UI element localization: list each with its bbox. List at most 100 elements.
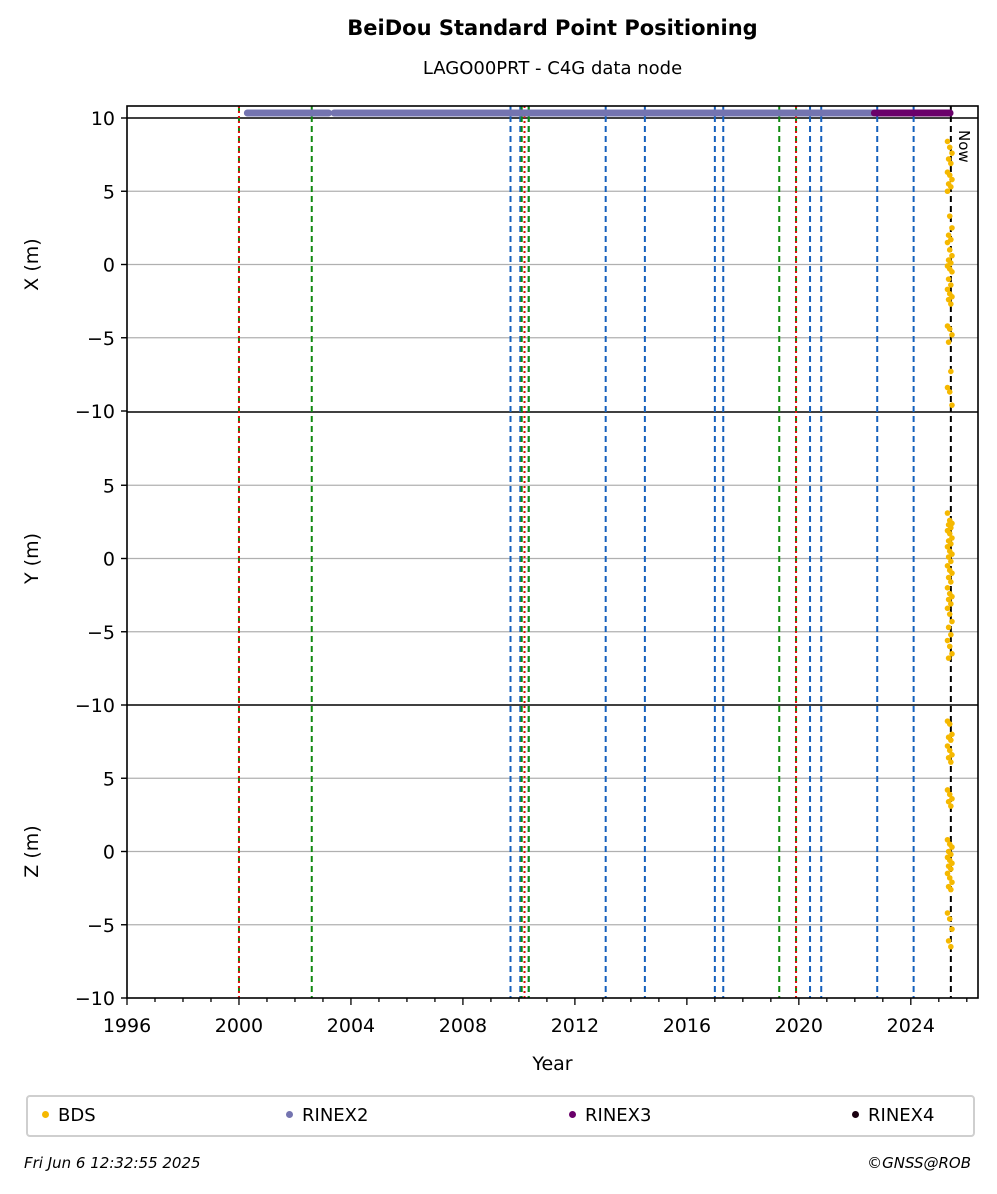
bds-point (945, 596, 952, 603)
y-axis-label: X (m) (21, 238, 43, 290)
bds-point (946, 721, 953, 727)
y-tick-label: 0 (103, 255, 115, 277)
legend-label-bds: BDS (58, 1105, 96, 1126)
x-tick-label: 2024 (887, 1015, 935, 1037)
bds-point (949, 269, 955, 275)
x-tick-label: 2008 (439, 1015, 487, 1037)
x-tick-label: 2004 (327, 1015, 375, 1037)
bds-point (944, 637, 951, 644)
legend-marker-rinex2 (286, 1110, 293, 1118)
bds-point (949, 252, 955, 259)
bds-point (946, 643, 953, 650)
bds-point (948, 631, 954, 638)
bds-point (946, 172, 953, 178)
bds-point (944, 870, 951, 877)
bds-point (944, 743, 951, 749)
bds-point (948, 803, 954, 809)
bds-point (945, 798, 952, 805)
legend-label-rinex4: RINEX4 (868, 1105, 935, 1126)
bds-point (949, 402, 955, 408)
bds-point (949, 332, 955, 338)
legend-item-rinex2: RINEX2 (286, 1105, 368, 1126)
y-tick-label: −10 (75, 695, 115, 717)
y-tick-label: −5 (87, 915, 115, 937)
bds-point (944, 510, 951, 516)
bds-point (948, 886, 954, 893)
bds-point (946, 247, 953, 253)
bds-point (946, 213, 953, 219)
bds-point (944, 138, 951, 145)
bds-point (945, 574, 952, 581)
bds-point (948, 368, 954, 375)
bds-point (948, 184, 954, 190)
y-tick-label: −10 (75, 401, 115, 423)
legend-item-bds: BDS (42, 1105, 96, 1126)
bds-point (948, 759, 954, 765)
bds-point (949, 618, 955, 625)
legend-item-rinex4: RINEX4 (852, 1105, 934, 1126)
plot-frame (126, 105, 979, 999)
bds-point (946, 875, 953, 881)
bds-point (948, 601, 954, 607)
y-tick-label: −10 (75, 988, 115, 1010)
bds-point (946, 916, 953, 922)
bds-point (949, 650, 955, 657)
bds-point (949, 844, 955, 850)
y-axis-label: Z (m) (21, 825, 43, 877)
bds-point (948, 558, 954, 565)
bds-point (945, 339, 952, 345)
bds-point (949, 150, 955, 156)
bds-point (946, 611, 953, 617)
y-axis-label: Y (m) (21, 533, 43, 585)
bds-point (944, 585, 951, 591)
y-tick-label: −5 (87, 622, 115, 644)
bds-point (948, 943, 954, 950)
x-tick-label: 1996 (103, 1015, 151, 1037)
x-tick-label: 2000 (215, 1015, 263, 1037)
bds-point (946, 530, 953, 537)
bds-point (945, 276, 952, 282)
bds-point (949, 225, 955, 231)
bds-point (945, 554, 952, 560)
bds-point (944, 286, 951, 293)
legend-label-rinex2: RINEX2 (302, 1105, 369, 1126)
bds-point (945, 938, 952, 944)
bds-point (944, 787, 951, 793)
x-axis-label: Year (531, 1053, 572, 1075)
bds-point (948, 282, 954, 288)
bds-point (949, 176, 955, 183)
bds-point (948, 737, 954, 743)
y-tick-label: 5 (103, 768, 115, 790)
legend-marker-rinex3 (569, 1110, 576, 1118)
bds-point (946, 791, 953, 798)
bds-point (949, 879, 955, 886)
now-label: Now (955, 130, 973, 163)
bds-point (949, 570, 955, 576)
legend-item-rinex3: RINEX3 (569, 1105, 651, 1126)
bds-point (948, 579, 954, 585)
bds-point (944, 239, 951, 246)
bds-point (945, 296, 952, 303)
legend-label-rinex3: RINEX3 (585, 1105, 652, 1126)
bds-point (946, 747, 953, 754)
bds-point (948, 160, 954, 167)
bds-point (946, 326, 953, 332)
bds-point (948, 866, 954, 872)
bds-point (946, 144, 953, 151)
legend-marker-rinex4 (852, 1110, 859, 1118)
legend-marker-bds (42, 1110, 49, 1118)
chart-area: Now 10 5 0 −5 −10 X (m) 5 0 −5 −10 Y (m) 5 0 −5 −10 Z (m… (21, 105, 979, 1075)
bds-point (944, 836, 951, 843)
chart-subtitle: LAGO00PRT - C4G data node (422, 58, 683, 79)
y-tick-label: 10 (91, 108, 115, 130)
footer-timestamp: Fri Jun 6 12:32:55 2025 (24, 1154, 201, 1172)
y-tick-label: 0 (103, 549, 115, 571)
footer-credit: ©GNSS@ROB (867, 1154, 971, 1172)
bds-point (948, 301, 954, 307)
x-tick-label: 2020 (775, 1015, 823, 1037)
bds-point (944, 605, 951, 612)
bds-point (944, 563, 951, 569)
bds-point (945, 655, 952, 661)
bds-point (945, 624, 952, 631)
bds-point (944, 543, 951, 550)
